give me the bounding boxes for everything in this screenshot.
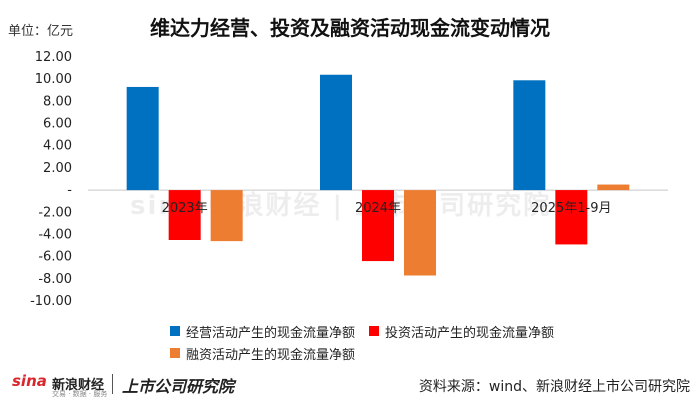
bar-investing-1 (362, 190, 394, 262)
source-note: 资料来源：wind、新浪财经上市公司研究院 (418, 379, 690, 395)
legend-label-financing: 融资活动产生的现金流量净额 (186, 347, 356, 363)
footer: sina 新浪财经 交易 · 数据 · 服务 上市公司研究院 资料来源：wind… (0, 370, 700, 400)
legend-item-investing: 投资活动产生的现金流量净额 (369, 322, 554, 341)
sina-finance-subtitle: 交易 · 数据 · 服务 (52, 390, 108, 398)
y-tick-label: -4.00 (38, 227, 72, 242)
bar-operating-2 (513, 80, 546, 191)
y-tick-label: - (67, 183, 72, 198)
y-tick-label: 2.00 (43, 161, 72, 176)
legend-label-operating: 经营活动产生的现金流量净额 (186, 325, 356, 341)
y-tick-label: -8.00 (38, 272, 72, 287)
logo-divider (112, 374, 113, 394)
unit-label: 单位：亿元 (8, 24, 74, 39)
y-tick-label: -10.00 (30, 294, 72, 309)
bar-financing-1 (404, 190, 436, 276)
bar-financing-2 (597, 184, 630, 191)
sina-logo: sina (12, 372, 47, 390)
y-tick-label: 8.00 (43, 94, 72, 109)
legend-swatch-financing (170, 348, 180, 358)
y-tick-label: -2.00 (38, 205, 72, 220)
legend-label-investing: 投资活动产生的现金流量净额 (385, 325, 555, 341)
bar-investing-0 (168, 190, 201, 240)
sina-finance-logo-text: 新浪财经 (52, 378, 105, 393)
bar-operating-0 (126, 86, 159, 191)
y-tick-label: 4.00 (43, 139, 72, 154)
legend-item-financing: 融资活动产生的现金流量净额 (170, 344, 355, 363)
x-category-label: 2025年1-9月 (531, 201, 611, 216)
bar-financing-0 (210, 190, 243, 242)
y-tick-label: 6.00 (43, 117, 72, 132)
legend-swatch-operating (170, 326, 180, 336)
x-category-label: 2023年 (162, 201, 208, 216)
y-tick-label: 10.00 (35, 72, 72, 87)
y-tick-label: 12.00 (35, 50, 72, 65)
y-tick-label: -6.00 (38, 250, 72, 265)
bar-investing-2 (555, 190, 588, 245)
x-category-label: 2024年 (355, 201, 401, 216)
institute-logo: 上市公司研究院 (122, 377, 235, 396)
chart-legend: 经营活动产生的现金流量净额 投资活动产生的现金流量净额 融资活动产生的现金流量净… (170, 320, 568, 364)
legend-item-operating: 经营活动产生的现金流量净额 (170, 322, 355, 341)
bar-operating-1 (320, 74, 352, 191)
chart-title: 维达力经营、投资及融资活动现金流变动情况 (150, 16, 550, 40)
legend-swatch-investing (369, 326, 380, 336)
